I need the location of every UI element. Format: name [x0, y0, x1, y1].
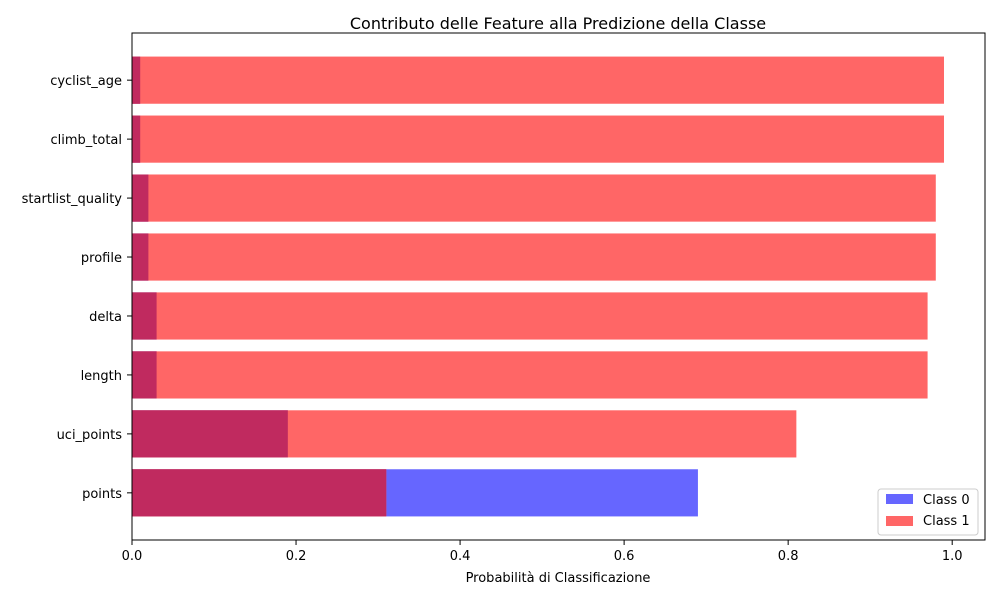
legend-label-class-1: Class 1	[923, 514, 970, 529]
y-axis-ticks: cyclist_age climb_total startlist_qualityp…	[22, 74, 132, 502]
x-tick-label-5: 1.0	[942, 549, 963, 564]
bar-class-1-length	[132, 351, 928, 399]
bar-overlap-uci_points	[132, 410, 288, 458]
bar-class-1-cyclist_age	[132, 56, 944, 104]
bar-class-1-delta	[132, 292, 928, 340]
bar-overlap-length	[132, 351, 157, 399]
y-tick-label-delta: delta	[89, 310, 122, 325]
chart-title: Contributo delle Feature alla Predizione…	[350, 14, 766, 33]
bar-class-1-startlist_quality	[132, 174, 936, 222]
y-tick-label-cyclist_age: cyclist_age	[50, 74, 122, 89]
legend-swatch-class-1	[886, 516, 913, 526]
legend-swatch-class-0	[886, 494, 913, 504]
y-tick-label-length: length	[81, 369, 122, 384]
legend-label-class-0: Class 0	[923, 493, 970, 508]
x-tick-label-4: 0.8	[778, 549, 799, 564]
y-tick-label-startlist_quality: startlist_quality	[22, 192, 123, 207]
legend: Class 0 Class 1	[877, 488, 979, 536]
x-axis-ticks: 0.0 0.2 0.4 0.6 0.8 1.0	[122, 540, 963, 564]
bar-overlap-points	[132, 469, 387, 517]
y-tick-label-profile: profile	[81, 251, 122, 266]
bar-overlap-startlist_quality	[132, 174, 149, 222]
plot-frame	[131, 32, 986, 541]
bar-class-1-climb_total	[132, 115, 944, 163]
bar-overlap-cyclist_age	[132, 56, 141, 104]
x-tick-label-3: 0.6	[614, 549, 635, 564]
x-tick-label-0: 0.0	[122, 549, 143, 564]
y-tick-label-points: points	[82, 487, 122, 502]
bars-group	[132, 56, 944, 517]
y-tick-label-uci_points: uci_points	[57, 428, 123, 443]
x-tick-label-2: 0.4	[450, 549, 471, 564]
bar-class-1-profile	[132, 233, 936, 281]
bar-overlap-delta	[132, 292, 157, 340]
x-axis-label: Probabilità di Classificazione	[466, 571, 651, 586]
y-tick-label-climb_total: climb_total	[50, 133, 122, 148]
x-tick-label-1: 0.2	[286, 549, 307, 564]
bar-overlap-profile	[132, 233, 149, 281]
bar-overlap-climb_total	[132, 115, 141, 163]
